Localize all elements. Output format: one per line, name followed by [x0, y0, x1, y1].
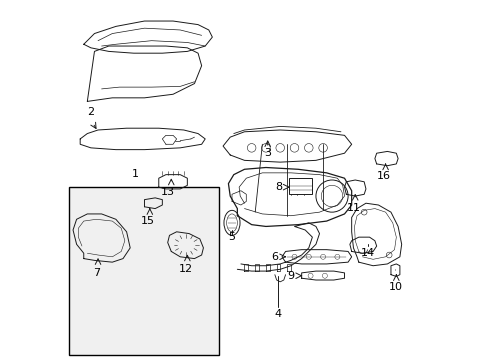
Text: 6: 6	[271, 252, 278, 262]
Text: 1: 1	[132, 169, 139, 179]
Text: 5: 5	[228, 232, 235, 242]
Text: 12: 12	[178, 264, 192, 274]
Text: 2: 2	[87, 108, 94, 117]
Bar	[69, 187, 219, 355]
Text: 14: 14	[360, 248, 374, 258]
Text: 16: 16	[376, 171, 390, 181]
Text: 15: 15	[141, 216, 155, 226]
Text: 4: 4	[274, 309, 282, 319]
Text: 8: 8	[274, 182, 282, 192]
Ellipse shape	[226, 214, 237, 232]
Text: 3: 3	[264, 148, 271, 158]
Text: 10: 10	[388, 282, 403, 292]
Text: 9: 9	[287, 271, 294, 281]
Text: 13: 13	[161, 187, 174, 197]
Ellipse shape	[224, 210, 240, 235]
FancyBboxPatch shape	[288, 178, 312, 194]
Text: 7: 7	[93, 267, 100, 278]
Text: 11: 11	[346, 203, 360, 213]
